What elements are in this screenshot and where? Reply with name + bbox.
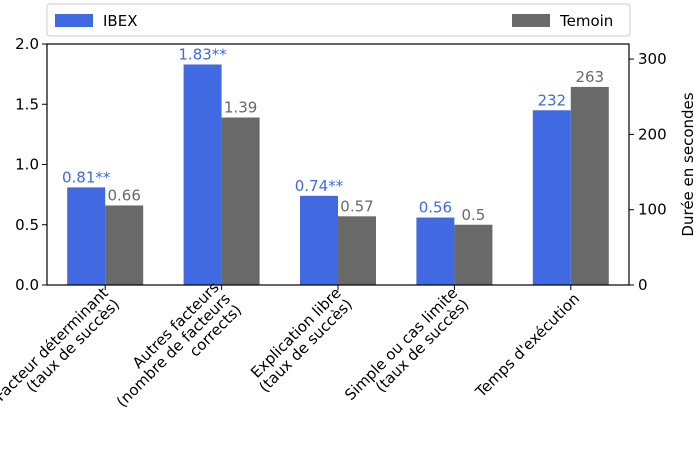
category-label: Facteur déterminant(taux de succès) — [0, 284, 123, 405]
axes: 0.0 0.5 1.0 1.5 2.0 0 100 200 300 Durée en second… — [15, 35, 697, 294]
right-axis-title: Durée en secondes — [679, 92, 697, 236]
category-label-line: Simple ou cas limite — [341, 284, 461, 404]
right-tick-label: 300 — [638, 50, 667, 68]
bar-temoin-1 — [221, 117, 260, 285]
bar-temoin-3 — [454, 224, 493, 285]
category-label-line: Facteur déterminant — [0, 284, 112, 405]
bar-ibex-2 — [300, 195, 338, 285]
right-tick-label: 0 — [638, 276, 648, 294]
category-label: Temps d'exécution — [471, 290, 583, 402]
bar-value-label: 0.57 — [340, 197, 373, 215]
bar-ibex-0 — [67, 187, 106, 285]
left-tick-label: 0.0 — [15, 276, 39, 294]
legend-label-ibex: IBEX — [103, 12, 137, 30]
bar-temoin-2 — [338, 216, 376, 285]
bar-temoin-4 — [570, 86, 609, 285]
bar-value-label: 1.83** — [178, 45, 227, 63]
left-tick-label: 1.5 — [15, 95, 39, 113]
bar-value-label: 263 — [575, 68, 604, 86]
legend-swatch-temoin — [512, 14, 550, 27]
bar-value-label: 0.81** — [62, 168, 111, 186]
category-label: Simple ou cas limite(taux de succès) — [341, 284, 472, 404]
left-tick-label: 1.0 — [15, 156, 39, 174]
category-label-line: (nombre de facteurs — [113, 290, 234, 411]
bar-value-label: 0.74** — [295, 177, 344, 195]
bar-value-label: 1.39 — [224, 99, 257, 117]
category-label: Explication libre(taux de succès) — [247, 284, 356, 396]
bar-value-label: 0.5 — [461, 206, 485, 224]
category-label: Autres facteurs(nombre de facteurscorrec… — [113, 278, 245, 411]
bar-ibex-1 — [183, 64, 222, 285]
bar-value-label: 232 — [537, 91, 566, 109]
category-labels: Facteur déterminant(taux de succès) Autre… — [0, 278, 583, 411]
legend-label-temoin: Temoin — [559, 12, 613, 30]
left-tick-label: 0.5 — [15, 216, 39, 234]
right-tick-label: 200 — [638, 125, 667, 143]
bar-value-label: 0.66 — [107, 186, 140, 204]
left-tick-label: 2.0 — [15, 35, 39, 53]
bar-value-label: 0.56 — [419, 199, 452, 217]
bar-ibex-3 — [416, 217, 455, 285]
legend-frame — [46, 3, 631, 37]
bar-ibex-4 — [532, 110, 571, 286]
category-label-line: Temps d'exécution — [471, 290, 583, 402]
bars: 0.81**0.66 1.83** 1.39 0.74** 0.57 0.56 0.5 232… — [62, 45, 609, 286]
right-tick-label: 100 — [638, 201, 667, 219]
bar-temoin-0 — [105, 205, 144, 285]
legend: IBEX Temoin — [46, 3, 631, 37]
legend-swatch-ibex — [55, 14, 93, 27]
